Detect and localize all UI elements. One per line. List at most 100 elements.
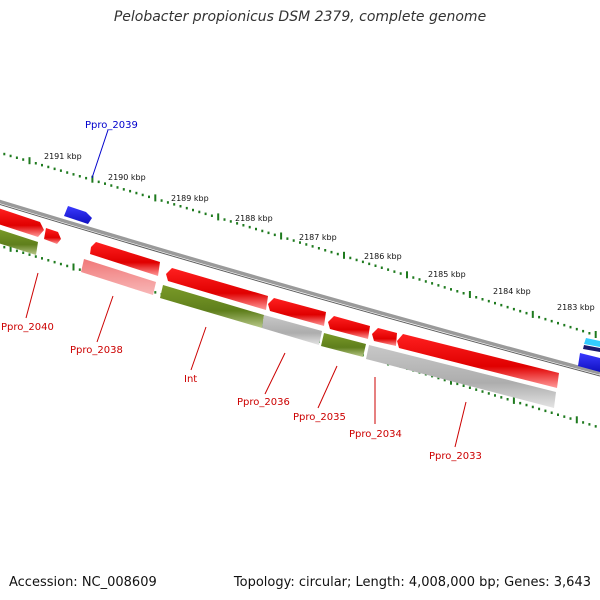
- minor-tick: [324, 249, 327, 252]
- minor-tick: [236, 222, 239, 225]
- gene-ppro-2039[interactable]: [64, 206, 92, 224]
- gene-label-ppro-2039: Ppro_2039: [85, 120, 138, 131]
- minor-tick: [53, 167, 56, 171]
- tick-label: 2191 kbp: [44, 152, 82, 161]
- tick-label: 2189 kbp: [171, 194, 209, 203]
- gene-ppro-2033-red[interactable]: [397, 334, 559, 388]
- minor-tick: [475, 296, 478, 299]
- gene-label-ppro-2034: Ppro_2034: [349, 429, 402, 440]
- minor-tick: [437, 284, 440, 287]
- minor-tick: [9, 154, 12, 158]
- genome-backbone: [0, 199, 600, 375]
- minor-tick: [122, 188, 125, 191]
- minor-tick: [487, 299, 490, 303]
- minor-tick: [456, 382, 459, 386]
- gene-ppro-2035-red[interactable]: [328, 316, 370, 339]
- minor-tick: [594, 425, 597, 428]
- minor-tick: [557, 413, 559, 416]
- minor-tick: [53, 260, 56, 264]
- minor-tick: [154, 291, 157, 294]
- minor-tick: [550, 319, 553, 323]
- gene-label-ppro-2040: Ppro_2040: [1, 322, 54, 333]
- minor-tick: [468, 386, 471, 389]
- minor-tick: [582, 421, 585, 424]
- minor-tick: [380, 266, 383, 269]
- minor-tick: [292, 239, 295, 242]
- gene-ppro-2040-red[interactable]: [0, 208, 44, 237]
- minor-tick: [47, 259, 50, 262]
- minor-tick: [104, 182, 106, 185]
- minor-tick: [141, 193, 144, 197]
- minor-tick: [575, 327, 578, 331]
- minor-tick: [431, 282, 434, 285]
- minor-tick: [3, 245, 6, 249]
- minor-tick: [512, 307, 515, 311]
- minor-tick: [506, 305, 509, 309]
- minor-tick: [204, 212, 207, 216]
- minor-tick: [443, 286, 446, 289]
- feature-green-left[interactable]: [0, 229, 38, 255]
- gene-right-navy[interactable]: [583, 345, 600, 352]
- minor-tick: [569, 417, 572, 420]
- minor-tick: [242, 224, 245, 227]
- gene-label-int: Int: [184, 374, 197, 385]
- feature-gray-2033[interactable]: [366, 345, 556, 408]
- major-tick: [72, 263, 75, 271]
- minor-tick: [531, 405, 534, 409]
- gene-ppro-2038-red[interactable]: [90, 242, 160, 276]
- minor-tick: [424, 280, 427, 283]
- minor-tick: [349, 256, 352, 260]
- gene-ppro-2036-red[interactable]: [268, 298, 326, 326]
- gene-label-ppro-2038: Ppro_2038: [70, 345, 123, 356]
- minor-tick: [519, 401, 522, 405]
- minor-tick: [22, 251, 25, 254]
- gene-right-blue[interactable]: [578, 353, 600, 372]
- minor-tick: [582, 329, 585, 333]
- minor-tick: [557, 321, 559, 325]
- minor-tick: [387, 268, 390, 271]
- minor-tick: [361, 260, 364, 264]
- minor-tick: [129, 189, 132, 193]
- feature-green-int[interactable]: [160, 285, 264, 328]
- gene-label-ppro-2036: Ppro_2036: [237, 397, 290, 408]
- feature-gray-2036[interactable]: [262, 315, 322, 345]
- tick-label: 2190 kbp: [108, 173, 146, 182]
- gene-right-cyan[interactable]: [584, 338, 600, 347]
- minor-tick: [311, 245, 314, 248]
- feature-pink[interactable]: [81, 259, 156, 295]
- minor-tick: [355, 258, 358, 262]
- minor-tick: [78, 268, 81, 271]
- tick-label: 2185 kbp: [428, 270, 466, 279]
- major-tick: [468, 291, 471, 298]
- minor-tick: [462, 384, 465, 387]
- accession-text: Accession: NC_008609: [9, 575, 157, 590]
- tick-labels: 2191 kbp 2190 kbp 2189 kbp 2188 kbp 2187…: [44, 152, 595, 312]
- gene-ppro-2034-red[interactable]: [372, 328, 397, 346]
- minor-tick: [210, 214, 213, 217]
- gene-label-ppro-2035: Ppro_2035: [293, 412, 346, 423]
- minor-tick: [588, 332, 591, 335]
- minor-tick: [66, 171, 69, 174]
- genome-summary-text: Topology: circular; Length: 4,008,000 bp…: [233, 575, 591, 590]
- minor-tick: [330, 250, 333, 254]
- major-tick: [531, 310, 534, 318]
- minor-tick: [72, 173, 75, 176]
- feature-green-2035[interactable]: [321, 333, 366, 357]
- major-tick: [343, 251, 345, 259]
- major-tick: [280, 232, 283, 240]
- minor-tick: [59, 169, 62, 172]
- gene-int-red[interactable]: [166, 268, 268, 310]
- minor-tick: [374, 264, 377, 267]
- minor-tick: [223, 218, 226, 221]
- gene-labels: Ppro_2039 Ppro_2040 Ppro_2038 Int Ppro_2…: [1, 120, 482, 462]
- minor-tick: [110, 184, 113, 187]
- minor-tick: [267, 231, 270, 235]
- major-tick: [91, 175, 94, 183]
- minor-tick: [185, 206, 188, 210]
- minor-tick: [286, 237, 289, 240]
- minor-tick: [494, 394, 496, 397]
- leader-lines: [25, 129, 467, 448]
- minor-tick: [437, 376, 440, 380]
- minor-tick: [525, 311, 528, 315]
- gene-small-red[interactable]: [44, 228, 61, 244]
